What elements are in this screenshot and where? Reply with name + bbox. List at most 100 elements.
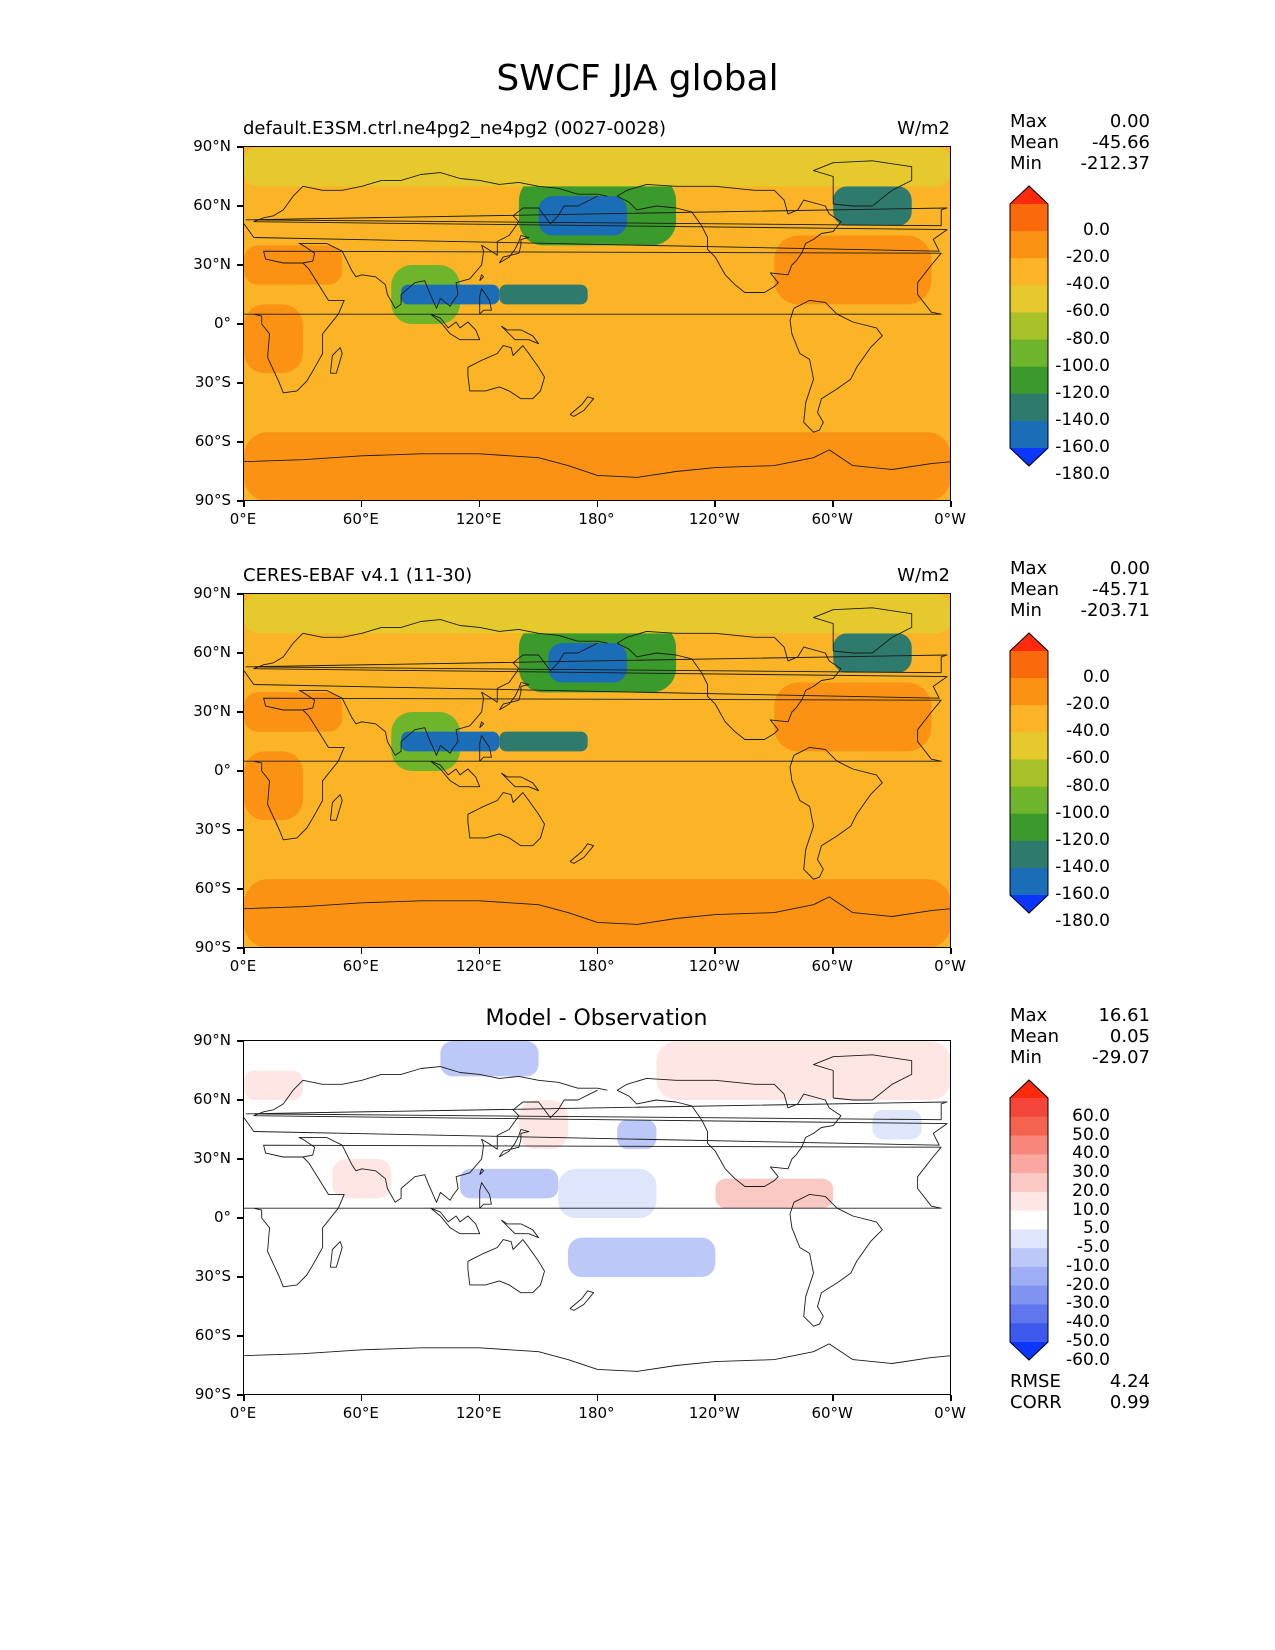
colorbar-label: -40.0 bbox=[1066, 721, 1110, 742]
y-tick-label: 30°S bbox=[194, 373, 231, 391]
y-tick-label: 30°N bbox=[193, 255, 231, 273]
colorbar-label: -160.0 bbox=[1055, 884, 1110, 904]
colorbar-label: -5.0 bbox=[1076, 1237, 1110, 1258]
stat-row: Min -203.71 bbox=[1010, 600, 1150, 621]
coastline bbox=[813, 160, 913, 207]
stat-label: Mean bbox=[1010, 1026, 1060, 1047]
x-tick-label: 120°W bbox=[688, 957, 740, 975]
colorbar-segment bbox=[1010, 1285, 1048, 1305]
coastline bbox=[244, 250, 942, 394]
colorbar-label: -60.0 bbox=[1066, 301, 1110, 322]
x-tick-label: 180° bbox=[578, 1404, 615, 1422]
stat-value: 4.24 bbox=[1109, 1371, 1150, 1392]
y-tick-mark bbox=[237, 1158, 243, 1160]
colorbar-segment bbox=[1010, 420, 1048, 449]
map-plot bbox=[243, 593, 951, 948]
y-tick-mark bbox=[237, 711, 243, 713]
field-region bbox=[568, 1237, 716, 1277]
colorbar-label: 50.0 bbox=[1072, 1124, 1110, 1145]
colorbar-label: -160.0 bbox=[1055, 437, 1110, 457]
field-region bbox=[715, 1178, 834, 1209]
coastline bbox=[430, 1207, 481, 1235]
coastline bbox=[244, 619, 948, 699]
coastline bbox=[244, 1066, 948, 1146]
x-tick-label: 60°E bbox=[342, 1404, 379, 1422]
coastline bbox=[467, 792, 545, 847]
colorbar-label: -30.0 bbox=[1066, 1293, 1110, 1314]
coastline bbox=[498, 682, 530, 711]
stat-row: RMSE 4.24 bbox=[1010, 1371, 1150, 1392]
colorbar bbox=[1009, 185, 1049, 467]
map-plot bbox=[243, 146, 951, 501]
coastline bbox=[244, 449, 950, 478]
x-tick-mark bbox=[478, 948, 481, 954]
x-tick-label: 60°E bbox=[342, 957, 379, 975]
x-tick-label: 0°W bbox=[934, 510, 966, 528]
panel-units: W/m2 bbox=[897, 565, 950, 586]
field-region bbox=[244, 1070, 303, 1100]
x-tick-mark bbox=[950, 501, 952, 507]
coastline bbox=[479, 1168, 485, 1176]
field-region bbox=[244, 692, 343, 732]
colorbar-segment bbox=[1010, 1191, 1048, 1212]
stat-value: 16.61 bbox=[1098, 1005, 1150, 1026]
colorbar-segment bbox=[1010, 840, 1048, 869]
field-region bbox=[548, 643, 627, 683]
stat-row: Min -212.37 bbox=[1010, 153, 1150, 174]
y-tick-mark bbox=[237, 947, 243, 949]
y-tick-label: 30°S bbox=[194, 1267, 231, 1285]
x-tick-mark bbox=[360, 948, 363, 954]
y-tick-mark bbox=[237, 1040, 243, 1042]
y-tick-label: 60°N bbox=[193, 643, 231, 661]
stat-row: Max 0.00 bbox=[1010, 558, 1150, 579]
panel-left-title: default.E3SM.ctrl.ne4pg2_ne4pg2 (0027-00… bbox=[243, 118, 666, 139]
x-tick-label: 0°E bbox=[229, 1404, 257, 1422]
colorbar-segment bbox=[1010, 732, 1048, 760]
colorbar-segment bbox=[1010, 1266, 1048, 1287]
colorbar-label: -20.0 bbox=[1066, 1274, 1110, 1295]
x-tick-label: 60°W bbox=[811, 510, 853, 528]
stat-label: Max bbox=[1010, 111, 1048, 132]
colorbar-segment bbox=[1010, 231, 1048, 259]
coastline bbox=[244, 172, 948, 252]
y-tick-label: 30°N bbox=[193, 702, 231, 720]
coastline bbox=[329, 794, 343, 821]
coastline bbox=[467, 1239, 545, 1294]
y-tick-mark bbox=[237, 1394, 243, 1396]
coastline bbox=[479, 274, 485, 282]
x-tick-label: 0°W bbox=[934, 1404, 966, 1422]
coastline bbox=[569, 843, 595, 864]
x-tick-mark bbox=[832, 501, 834, 507]
colorbar-segment bbox=[1010, 258, 1048, 286]
colorbar-label: -140.0 bbox=[1055, 409, 1110, 430]
y-tick-label: 60°S bbox=[194, 1326, 231, 1344]
coastline bbox=[430, 760, 481, 788]
coastline bbox=[479, 1182, 492, 1209]
y-tick-mark bbox=[237, 652, 243, 654]
colorbar-segment bbox=[1010, 786, 1048, 815]
coastline bbox=[500, 772, 540, 792]
map-plot bbox=[243, 1040, 951, 1395]
y-tick-mark bbox=[237, 1335, 243, 1337]
colorbar-label: 0.0 bbox=[1082, 667, 1110, 688]
colorbar-bottom-extend bbox=[1010, 895, 1048, 913]
coastline bbox=[329, 347, 343, 374]
y-tick-label: 90°S bbox=[194, 491, 231, 509]
colorbar-label: 30.0 bbox=[1072, 1162, 1110, 1183]
y-tick-mark bbox=[237, 1217, 243, 1219]
stat-label: Mean bbox=[1010, 132, 1060, 153]
coastline bbox=[789, 746, 883, 880]
colorbar-bottom-extend bbox=[1010, 1342, 1048, 1360]
field-region bbox=[460, 1168, 559, 1199]
colorbar-label: 20.0 bbox=[1072, 1180, 1110, 1201]
field-region bbox=[440, 1041, 539, 1077]
stat-row: Max 16.61 bbox=[1010, 1005, 1150, 1026]
x-tick-mark bbox=[243, 948, 245, 954]
field-region bbox=[499, 284, 588, 305]
colorbar-segment bbox=[1010, 393, 1048, 422]
field-region bbox=[244, 392, 950, 433]
field-region bbox=[244, 245, 343, 285]
field-region bbox=[244, 751, 303, 821]
colorbar-segment bbox=[1010, 1098, 1048, 1118]
stat-label: Min bbox=[1010, 153, 1042, 174]
